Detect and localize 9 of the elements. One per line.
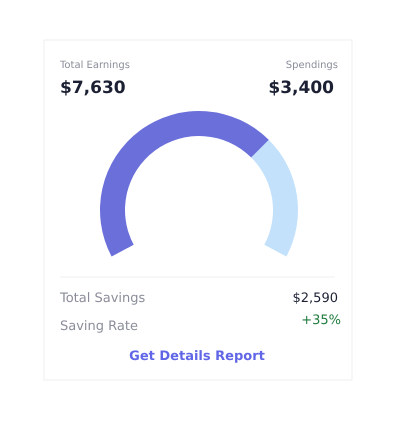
text: Total Savings bbox=[59, 291, 146, 306]
text: Total Earnings bbox=[59, 60, 130, 71]
text: $3,400 bbox=[268, 78, 334, 98]
text: $7,630 bbox=[60, 78, 126, 98]
text: $2,590 bbox=[292, 291, 338, 306]
text: +35% bbox=[301, 313, 341, 328]
text: Spendings bbox=[286, 60, 338, 71]
text: Get Details Report bbox=[129, 349, 265, 364]
text: Saving Rate bbox=[60, 319, 138, 334]
